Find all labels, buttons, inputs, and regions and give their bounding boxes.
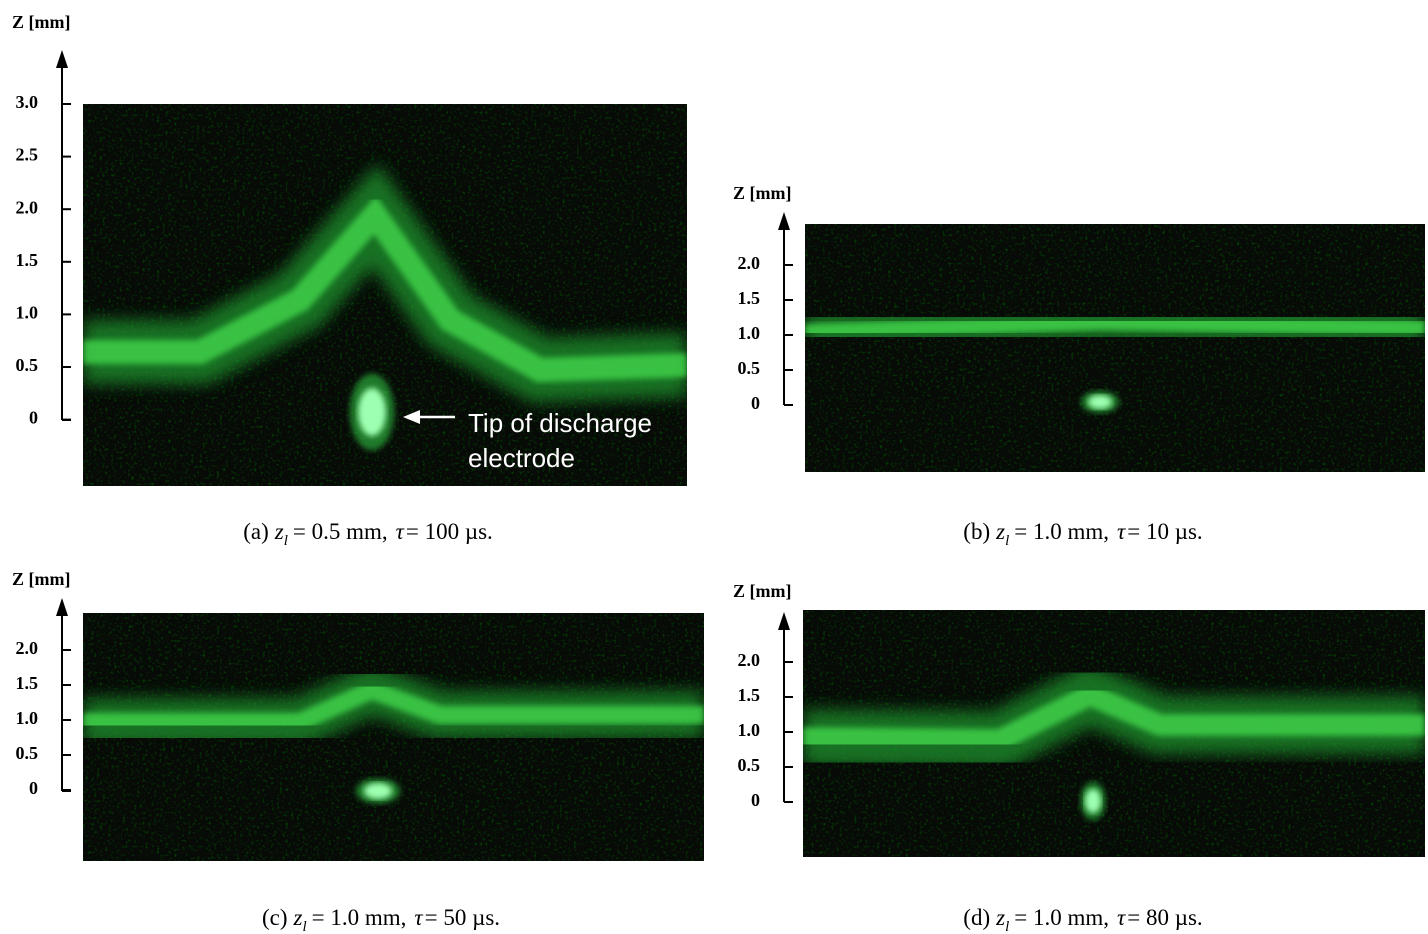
caption-tau-value: = 80 µs. xyxy=(1127,905,1202,930)
photo-content xyxy=(805,224,1425,472)
electrode-tip xyxy=(1085,789,1101,813)
tick-label: 0.5 xyxy=(16,743,39,763)
caption-label: (c) xyxy=(262,905,288,930)
axis-label: Z [mm] xyxy=(733,581,791,601)
tick-label: 1.0 xyxy=(16,708,39,728)
tick-label: 0 xyxy=(29,778,38,798)
axis-arrow xyxy=(56,598,68,616)
caption-tau: τ xyxy=(414,905,423,930)
photo-content xyxy=(83,613,704,861)
tick-label: 0.5 xyxy=(738,755,761,775)
caption-var: z xyxy=(274,519,284,544)
tick-label: 2.0 xyxy=(738,253,761,273)
tick-label: 1.0 xyxy=(738,720,761,740)
light-sheet xyxy=(83,195,687,383)
axis-arrow xyxy=(778,212,790,230)
photo xyxy=(83,104,687,486)
annotation-text: Tip of discharge xyxy=(468,408,652,438)
tick-label: 3.0 xyxy=(16,92,39,112)
electrode-tip xyxy=(358,388,386,436)
caption: (d) zl = 1.0 mm, τ= 80 µs. xyxy=(963,905,1202,934)
light-sheet xyxy=(83,680,704,731)
caption-z-value: = 0.5 mm, xyxy=(293,519,388,544)
axis-label: Z [mm] xyxy=(12,569,70,589)
panel: Z [mm] 2.0 1.5 1.0 0.5 0 (c) zl = 1.0 mm, τ= 50 µ… xyxy=(12,569,704,934)
caption-var: z xyxy=(292,905,302,930)
electrode-tip xyxy=(1088,395,1112,409)
caption-label: (d) xyxy=(963,905,990,930)
caption-z-value: = 1.0 mm, xyxy=(312,905,407,930)
caption-label: (a) xyxy=(243,519,269,544)
caption-label: (b) xyxy=(963,519,990,544)
caption-sub: l xyxy=(302,919,306,934)
caption-tau-value: = 100 µs. xyxy=(406,519,493,544)
light-sheet xyxy=(805,314,1425,340)
tick-label: 1.5 xyxy=(16,673,39,693)
tick-label: 0 xyxy=(751,393,760,413)
axis-arrow xyxy=(56,50,68,68)
axis-arrow xyxy=(778,612,790,630)
caption-z-value: = 1.0 mm, xyxy=(1014,905,1109,930)
tick-label: 0 xyxy=(751,790,760,810)
caption-tau: τ xyxy=(1117,905,1126,930)
tick-label: 1.5 xyxy=(16,250,39,270)
panel: Z [mm] 2.0 1.5 1.0 0.5 0 (b) zl = 1.0 mm, τ= 10 µ… xyxy=(733,183,1425,549)
photo-content xyxy=(803,610,1425,857)
tick-label: 0.5 xyxy=(738,358,761,378)
annotation-text: electrode xyxy=(468,443,575,473)
tick-label: 1.0 xyxy=(738,323,761,343)
caption: (c) zl = 1.0 mm, τ= 50 µs. xyxy=(262,905,500,934)
caption-var: z xyxy=(995,519,1005,544)
caption-var: z xyxy=(995,905,1005,930)
tick-label: 2.0 xyxy=(16,638,39,658)
tick-label: 1.5 xyxy=(738,685,761,705)
axis-label: Z [mm] xyxy=(12,12,70,32)
photo xyxy=(803,610,1425,857)
axis-label: Z [mm] xyxy=(733,183,791,203)
caption-tau-value: = 50 µs. xyxy=(425,905,500,930)
caption-tau-value: = 10 µs. xyxy=(1127,519,1202,544)
caption: (b) zl = 1.0 mm, τ= 10 µs. xyxy=(963,519,1202,549)
caption-sub: l xyxy=(284,533,288,549)
caption-tau: τ xyxy=(1117,519,1126,544)
annotation-arrowhead xyxy=(403,410,420,424)
tick-label: 0 xyxy=(29,408,38,428)
tick-label: 1.0 xyxy=(16,303,39,323)
photo xyxy=(83,613,704,861)
electrode-tip xyxy=(364,783,392,799)
caption-z-value: = 1.0 mm, xyxy=(1014,519,1109,544)
caption-sub: l xyxy=(1005,919,1009,934)
caption-sub: l xyxy=(1005,533,1009,549)
tick-label: 2.0 xyxy=(16,197,39,217)
tick-label: 0.5 xyxy=(16,355,39,375)
light-sheet xyxy=(803,683,1425,751)
tick-label: 2.5 xyxy=(16,145,39,165)
tick-label: 1.5 xyxy=(738,288,761,308)
tick-label: 2.0 xyxy=(738,650,761,670)
photo xyxy=(805,224,1425,472)
caption: (a) zl = 0.5 mm, τ= 100 µs. xyxy=(243,519,493,549)
panel: Z [mm] 3.0 2.5 2.0 1.5 1.0 0.5 0 (a) zl = 0.5 mm, τ… xyxy=(12,12,687,549)
panel: Z [mm] 2.0 1.5 1.0 0.5 0 (d) zl = 1.0 mm, τ= 80 µ… xyxy=(733,581,1425,934)
photo-content xyxy=(83,104,687,486)
caption-tau: τ xyxy=(396,519,405,544)
